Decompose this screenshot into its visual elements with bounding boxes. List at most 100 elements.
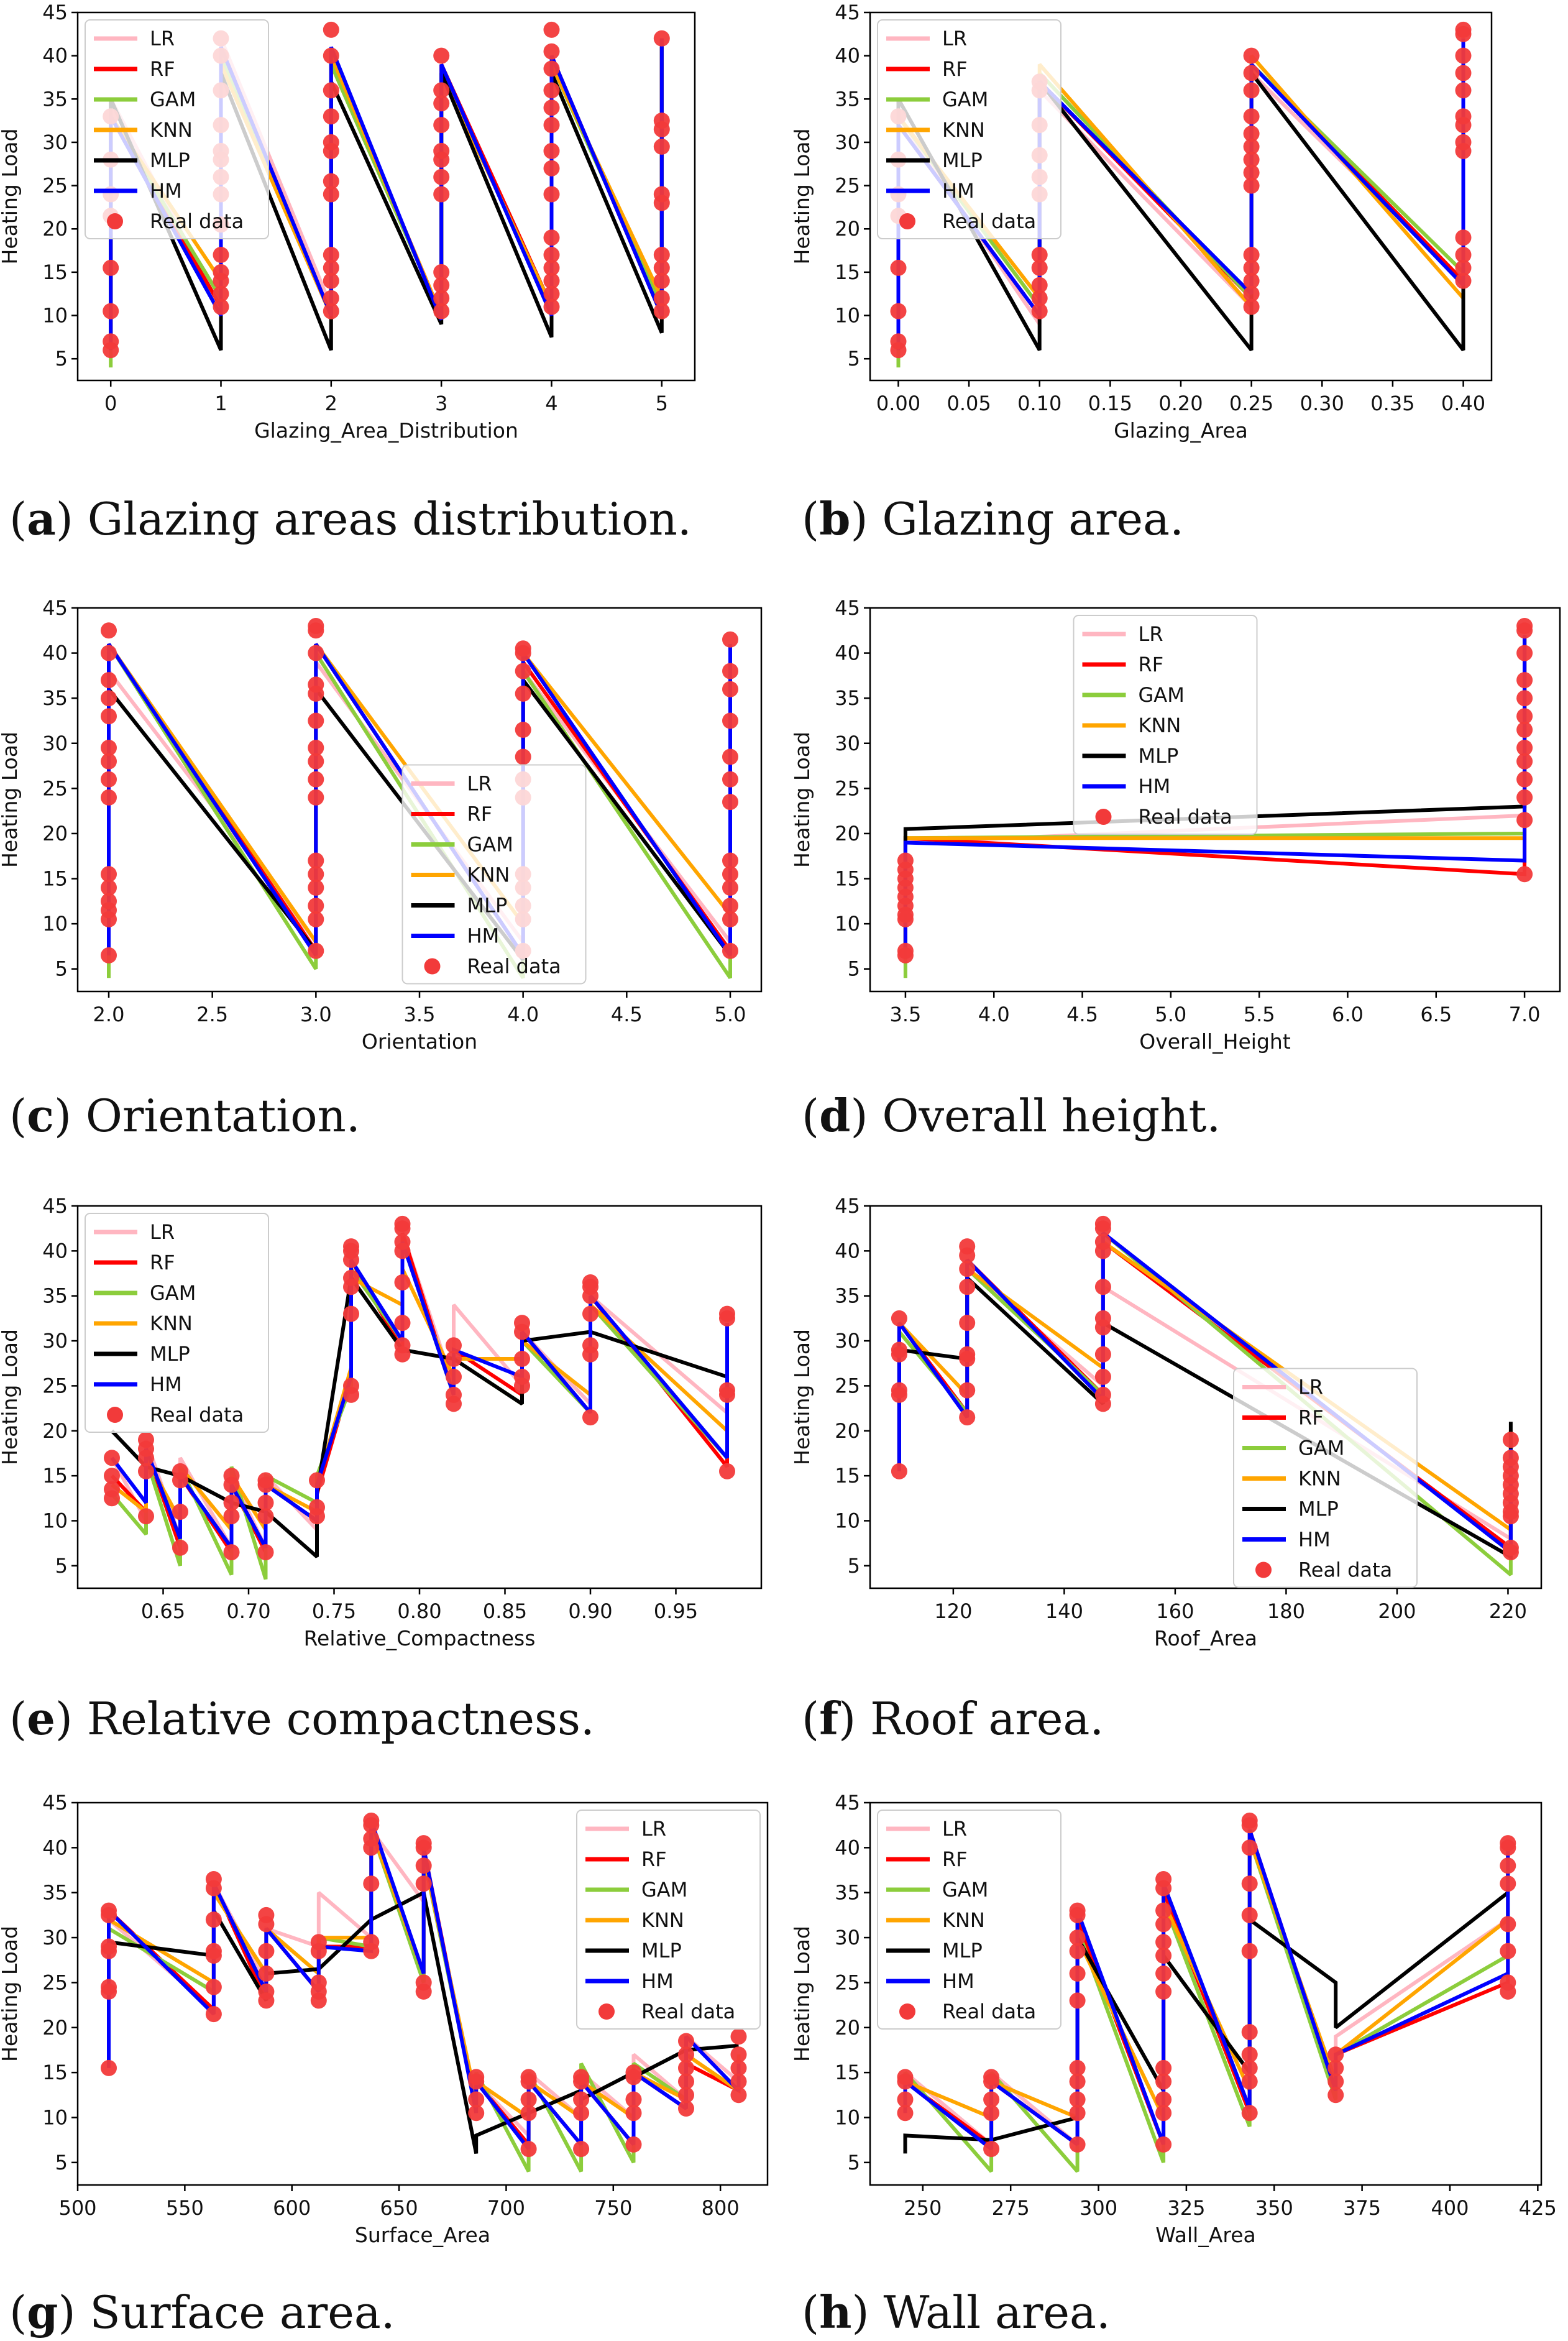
- real-data-point: [103, 333, 119, 350]
- real-data-point: [582, 1337, 598, 1354]
- real-data-point: [433, 95, 450, 112]
- x-tick-label: 0.90: [568, 1599, 612, 1623]
- panel-h-caption: (h) Wall area.: [802, 2286, 1111, 2339]
- real-data-point: [543, 298, 560, 315]
- real-data-point: [394, 1215, 411, 1232]
- y-tick-label: 45: [835, 1, 860, 24]
- real-data-point: [213, 247, 229, 263]
- real-data-point: [446, 1368, 462, 1385]
- y-tick-label: 30: [42, 1926, 68, 1949]
- legend-label: LR: [467, 772, 492, 796]
- real-data-point: [223, 1508, 240, 1525]
- real-data-point: [722, 748, 738, 765]
- y-tick-label: 40: [835, 1836, 860, 1859]
- real-data-point: [1327, 2059, 1344, 2076]
- y-tick-label: 30: [835, 1926, 860, 1949]
- y-tick-label: 25: [835, 776, 860, 800]
- plot-area-e: [104, 1215, 735, 1580]
- real-data-point: [890, 259, 907, 276]
- x-tick-label: 0.80: [397, 1599, 441, 1623]
- panel-c: (c) Orientation. 5 10 15 20 25 30 35 40 45 2.0 2.5…: [0, 596, 763, 1142]
- panel-g: (g) Surface area. 5 10 15 20 25 30 35 40 45 500 55…: [0, 1791, 769, 2339]
- legend-label: GAM: [942, 88, 988, 111]
- y-tick-label: 15: [835, 867, 860, 891]
- y-tick-label: 20: [42, 217, 68, 241]
- real-data-point: [433, 290, 450, 306]
- real-data-point: [1516, 722, 1533, 738]
- real-data-point: [308, 880, 324, 896]
- real-data-point: [104, 1481, 120, 1497]
- y-axis-label: Heating Load: [790, 1329, 814, 1465]
- legend-label: GAM: [467, 833, 513, 857]
- real-data-point: [543, 99, 560, 116]
- real-data-point: [309, 1499, 325, 1515]
- real-data-point: [1516, 690, 1533, 707]
- real-data-point: [514, 1368, 530, 1385]
- legend-label: KNN: [1139, 714, 1181, 737]
- legend-label: Real data: [1139, 805, 1232, 829]
- legend-label: HM: [1298, 1528, 1331, 1552]
- real-data-point: [258, 1965, 275, 1982]
- y-tick-label: 10: [42, 912, 68, 936]
- y-tick-label: 5: [55, 2151, 68, 2174]
- panel-d: (d) Overall height. 5 10 15 20 25 30 35 40 45 3.5…: [790, 596, 1561, 1142]
- legend-label: MLP: [641, 1939, 682, 1962]
- real-data-point: [172, 1539, 188, 1556]
- legend-label: GAM: [150, 1281, 196, 1305]
- real-data-point: [1502, 1432, 1519, 1448]
- legend-label: MLP: [942, 149, 983, 172]
- x-tick-label: 0.70: [226, 1599, 270, 1623]
- plot-area-g: [101, 1812, 747, 2173]
- y-tick-label: 40: [835, 642, 860, 665]
- real-data-point: [1069, 2073, 1086, 2090]
- real-data-point: [730, 2046, 747, 2063]
- real-data-point: [543, 117, 560, 134]
- real-data-point: [1069, 1992, 1086, 2009]
- real-data-point: [1155, 2136, 1172, 2153]
- real-data-point: [308, 852, 324, 869]
- real-data-point: [983, 2091, 1000, 2108]
- y-axis-label: Heating Load: [0, 129, 22, 265]
- real-data-point: [722, 898, 738, 914]
- legend-label: RF: [467, 803, 493, 826]
- real-data-point: [433, 168, 450, 185]
- real-data-point: [415, 1875, 432, 1892]
- real-data-point: [582, 1305, 598, 1322]
- real-data-point: [257, 1494, 274, 1511]
- real-data-point: [257, 1472, 274, 1489]
- legend-label: RF: [150, 1251, 175, 1274]
- y-tick-label: 35: [42, 1284, 68, 1308]
- real-data-point: [101, 1902, 117, 1919]
- legend-box: [1073, 615, 1258, 835]
- x-tick-label: 4.5: [1066, 1003, 1098, 1026]
- real-data-point: [1516, 771, 1533, 788]
- real-data-point: [323, 247, 339, 263]
- x-tick-label: 0.95: [654, 1599, 698, 1623]
- x-tick-label: 0.85: [483, 1599, 527, 1623]
- legend-marker-real-data: [899, 213, 915, 229]
- panel-c-caption: (c) Orientation.: [9, 1089, 360, 1142]
- x-tick-label: 5.5: [1244, 1003, 1275, 1026]
- y-tick-label: 45: [42, 1791, 68, 1814]
- y-tick-label: 5: [55, 957, 68, 981]
- panel-b: (b) Glazing area. 5 10 15 20 25 30 35 40 45 0.00 0…: [790, 1, 1493, 545]
- x-tick-label: 7.0: [1509, 1003, 1541, 1026]
- y-tick-label: 35: [42, 1881, 68, 1905]
- series-line-hm: [110, 1241, 729, 1549]
- y-tick-label: 45: [835, 596, 860, 620]
- legend-label: RF: [942, 57, 968, 81]
- y-tick-label: 20: [835, 2016, 860, 2040]
- real-data-point: [323, 82, 339, 99]
- real-data-point: [103, 259, 119, 276]
- real-data-point: [415, 1857, 432, 1874]
- x-tick-label: 200: [1378, 1599, 1416, 1623]
- y-tick-label: 30: [42, 131, 68, 154]
- y-tick-label: 25: [835, 1971, 860, 1994]
- real-data-point: [223, 1544, 240, 1561]
- legend-label: LR: [942, 27, 967, 50]
- x-tick-label: 4.0: [507, 1003, 539, 1026]
- real-data-point: [722, 880, 738, 896]
- real-data-point: [1516, 645, 1533, 661]
- real-data-point: [959, 1409, 976, 1426]
- real-data-point: [468, 2069, 485, 2086]
